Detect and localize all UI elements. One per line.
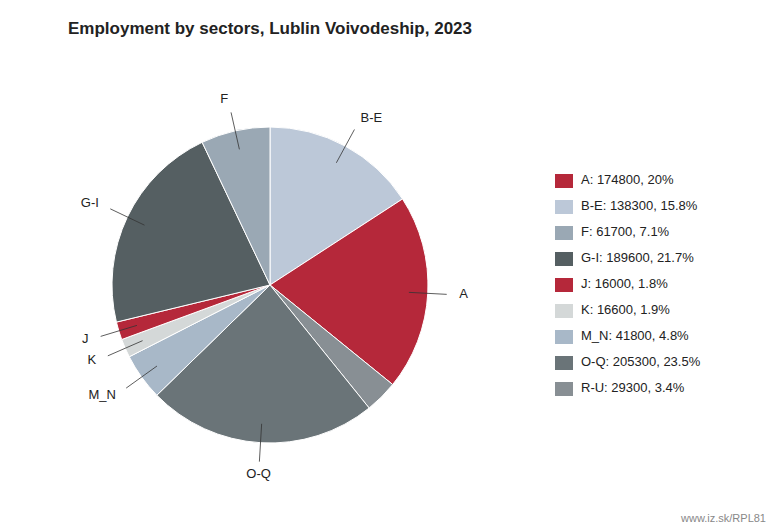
leader-line xyxy=(259,424,261,462)
legend: A: 174800, 20% B-E: 138300, 15.8% F: 61700… xyxy=(555,172,701,396)
leader-line xyxy=(126,366,157,388)
pie xyxy=(112,127,428,443)
pie-label: O-Q xyxy=(246,466,271,481)
legend-swatch xyxy=(555,330,573,344)
legend-swatch xyxy=(555,226,573,240)
legend-swatch xyxy=(555,278,573,292)
legend-label: F: 61700, 7.1% xyxy=(581,224,670,239)
pie-label: F xyxy=(220,91,228,106)
legend-swatch xyxy=(555,174,573,188)
legend-label: G-I: 189600, 21.7% xyxy=(581,250,694,265)
legend-swatch xyxy=(555,356,573,370)
pie-label: A xyxy=(459,286,468,301)
legend-swatch xyxy=(555,252,573,266)
pie-slice xyxy=(202,127,270,285)
chart-container: Employment by sectors, Lublin Voivodeshi… xyxy=(0,0,782,532)
pie-label: K xyxy=(88,352,97,367)
pie-labels: B-E A O-Q M_N KJ G-I F xyxy=(81,91,469,480)
legend-label: R-U: 29300, 3.4% xyxy=(581,380,685,395)
legend-label: A: 174800, 20% xyxy=(581,172,674,187)
pie-label: M_N xyxy=(88,387,115,402)
legend-swatch xyxy=(555,304,573,318)
background xyxy=(0,0,782,532)
leader-line xyxy=(101,325,137,336)
chart: Employment by sectors, Lublin Voivodeshi… xyxy=(0,0,782,532)
leader-line xyxy=(409,292,447,294)
legend-label: B-E: 138300, 15.8% xyxy=(581,198,698,213)
legend-label: J: 16000, 1.8% xyxy=(581,276,668,291)
legend-swatch xyxy=(555,200,573,214)
legend-label: O-Q: 205300, 23.5% xyxy=(581,354,701,369)
pie-label: B-E xyxy=(360,110,382,125)
title: Employment by sectors, Lublin Voivodeshi… xyxy=(68,19,472,38)
leader-line xyxy=(110,209,144,225)
leader-line xyxy=(231,112,239,149)
leader-line xyxy=(336,129,354,162)
leader-line xyxy=(108,341,143,356)
watermark: www.iz.sk/RPL81 xyxy=(680,512,766,524)
page: {"chart_data": { "type": "pie", "title":… xyxy=(0,0,782,532)
pie-label: J xyxy=(82,331,89,346)
legend-swatch xyxy=(555,382,573,396)
legend-label: K: 16600, 1.9% xyxy=(581,302,670,317)
legend-label: M_N: 41800, 4.8% xyxy=(581,328,689,343)
pie-label: G-I xyxy=(81,195,99,210)
